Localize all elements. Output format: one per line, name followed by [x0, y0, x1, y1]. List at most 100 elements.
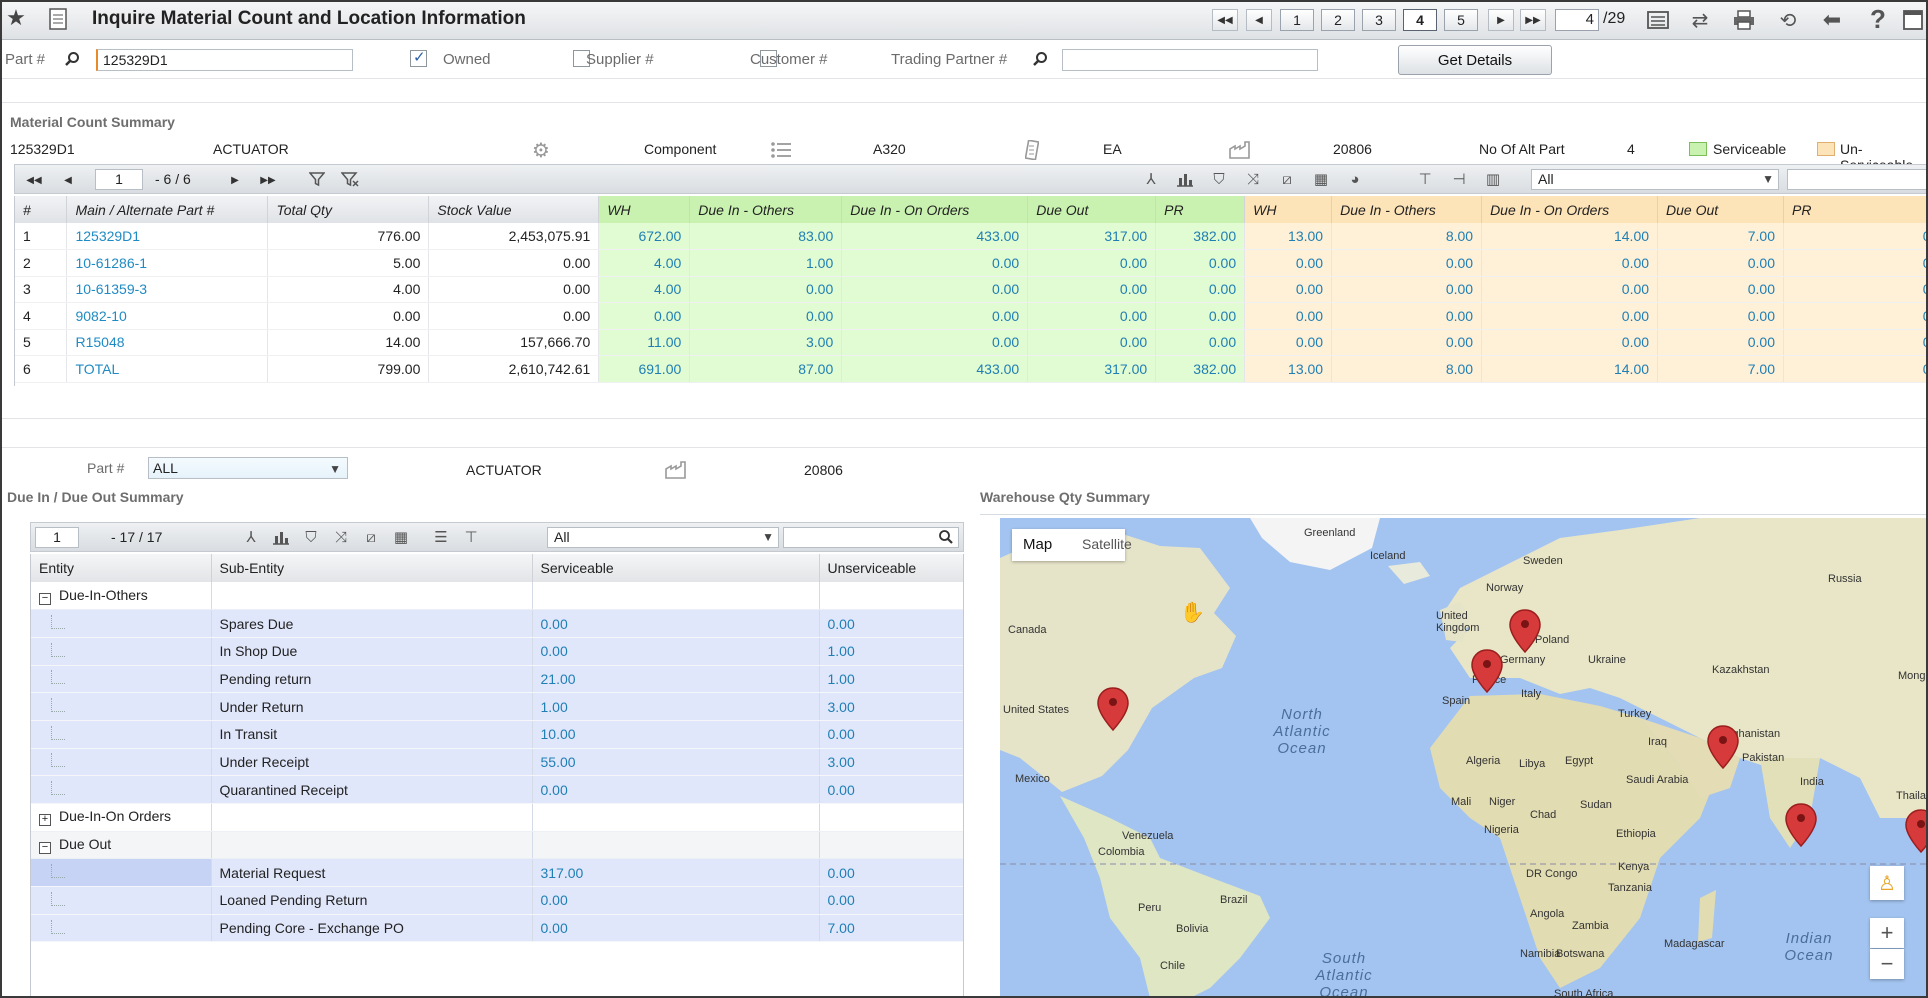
- refresh-icon[interactable]: ⟲: [1779, 9, 1797, 32]
- shield-icon[interactable]: ⛉: [305, 528, 317, 546]
- map-pin-icon[interactable]: [1706, 724, 1740, 770]
- column-header[interactable]: Due In - Others: [1331, 196, 1483, 223]
- transform-icon[interactable]: ⤨: [1246, 170, 1259, 188]
- tree-group-cell[interactable]: − Due Out: [31, 831, 212, 860]
- star-icon[interactable]: ★: [6, 5, 26, 30]
- back-arrow-icon[interactable]: ⬅: [1822, 7, 1842, 32]
- calendar-icon[interactable]: ▦: [1313, 171, 1329, 188]
- current-page-input[interactable]: 4: [1555, 9, 1599, 31]
- column-header[interactable]: Main / Alternate Part #: [66, 196, 269, 223]
- search-icon[interactable]: [63, 50, 81, 68]
- zoom-out-icon[interactable]: −: [1870, 949, 1904, 979]
- warehouse-map[interactable]: Map Satellite Greenland Iceland Sweden N…: [1000, 518, 1928, 998]
- help-icon[interactable]: ?: [1870, 3, 1886, 34]
- tree-child-row[interactable]: Under Receipt 55.00 3.00: [31, 748, 963, 777]
- shield-icon[interactable]: ⛉: [1213, 170, 1225, 188]
- page-2-button[interactable]: 2: [1321, 9, 1355, 31]
- tree-child-row[interactable]: Quarantined Receipt 0.00 0.00: [31, 775, 963, 804]
- column-header[interactable]: Serviceable: [532, 554, 820, 582]
- get-details-button[interactable]: Get Details: [1398, 45, 1552, 75]
- column-header[interactable]: #: [15, 196, 68, 223]
- pin-icon[interactable]: ⊤: [464, 529, 478, 546]
- column-header[interactable]: Unserviceable: [819, 554, 963, 582]
- column-header[interactable]: Due Out: [1657, 196, 1784, 223]
- search-icon[interactable]: [938, 529, 954, 548]
- map-pin-icon[interactable]: [1904, 808, 1928, 854]
- chevron-down-icon[interactable]: ▼: [762, 530, 774, 544]
- print-icon[interactable]: [1731, 7, 1757, 33]
- column-header[interactable]: Total Qty: [267, 196, 430, 223]
- tree-child-row[interactable]: Pending return 21.00 1.00: [31, 665, 963, 694]
- column-header[interactable]: WH: [598, 196, 691, 223]
- image-icon[interactable]: ⧄: [1282, 170, 1292, 188]
- tree-group-row[interactable]: − Due Out: [31, 831, 963, 860]
- column-header[interactable]: Entity: [31, 554, 212, 582]
- pdf-icon[interactable]: ⅄: [1146, 171, 1156, 188]
- list-view-icon[interactable]: ☰: [434, 529, 448, 546]
- part-number-link[interactable]: 10-61286-1: [66, 249, 269, 277]
- chevron-down-icon[interactable]: ▼: [1762, 172, 1774, 186]
- part-number-input[interactable]: 125329D1: [96, 49, 353, 71]
- satellite-tab[interactable]: Satellite: [1082, 536, 1132, 552]
- column-header[interactable]: Sub-Entity: [211, 554, 533, 582]
- tree-group-row[interactable]: + Due-In-On Orders: [31, 803, 963, 832]
- map-pin-icon[interactable]: [1508, 608, 1542, 654]
- tree-child-row[interactable]: Material Request 317.00 0.00: [31, 858, 963, 888]
- grid-page-input[interactable]: 1: [95, 169, 143, 190]
- pin-icon[interactable]: ⊤: [1418, 171, 1432, 188]
- table-row[interactable]: 4 9082-10 0.00 0.00 0.00 0.00 0.00 0.00 0.00 0.00…: [15, 302, 1928, 330]
- lower-part-select[interactable]: ALL ▼: [148, 457, 348, 479]
- pegman-icon[interactable]: ♙: [1870, 866, 1904, 900]
- map-pin-icon[interactable]: [1470, 648, 1504, 694]
- prev-page-button[interactable]: ◀: [1246, 9, 1272, 31]
- columns-icon[interactable]: ▥: [1485, 171, 1501, 188]
- map-pin-icon[interactable]: [1096, 686, 1130, 732]
- grid-next-button[interactable]: ▶: [231, 174, 239, 186]
- part-number-link[interactable]: 125329D1: [66, 223, 269, 250]
- column-header[interactable]: Stock Value: [428, 196, 600, 223]
- collapse-icon[interactable]: −: [39, 592, 51, 605]
- due-page-input[interactable]: 1: [35, 527, 79, 548]
- tree-child-row[interactable]: In Transit 10.00 0.00: [31, 720, 963, 749]
- filter-icon[interactable]: [305, 167, 329, 191]
- due-filter-select[interactable]: All ▼: [547, 527, 779, 548]
- list-view-icon[interactable]: [1645, 7, 1671, 33]
- owned-checkbox[interactable]: [410, 48, 427, 67]
- page-4-button[interactable]: 4: [1403, 9, 1437, 31]
- grid-filter-input[interactable]: [1787, 169, 1928, 190]
- page-1-button[interactable]: 1: [1280, 9, 1314, 31]
- supplier-checkbox[interactable]: [572, 50, 590, 67]
- tree-group-cell[interactable]: − Due-In-Others: [31, 582, 212, 611]
- tree-child-row[interactable]: Loaned Pending Return 0.00 0.00: [31, 886, 963, 915]
- table-row[interactable]: 2 10-61286-1 5.00 0.00 4.00 1.00 0.00 0.00 0.00 0…: [15, 249, 1928, 277]
- pdf-icon[interactable]: ⅄: [246, 529, 256, 546]
- expand-icon[interactable]: +: [39, 814, 51, 827]
- tree-child-row[interactable]: In Shop Due 0.00 1.00: [31, 637, 963, 666]
- column-header[interactable]: WH: [1244, 196, 1333, 223]
- customer-checkbox[interactable]: [759, 50, 777, 67]
- grid-last-button[interactable]: ▶▶: [260, 174, 276, 186]
- zoom-in-icon[interactable]: +: [1870, 918, 1904, 948]
- chart-icon[interactable]: [269, 525, 293, 549]
- column-header[interactable]: Due In - On Orders: [1481, 196, 1659, 223]
- trading-partner-input[interactable]: [1062, 49, 1318, 71]
- clear-filter-icon[interactable]: [338, 167, 362, 191]
- pie-icon[interactable]: ◕: [1350, 170, 1360, 188]
- grid-filter-select[interactable]: All ▼: [1531, 169, 1779, 190]
- table-row[interactable]: 3 10-61359-3 4.00 0.00 4.00 0.00 0.00 0.00 0.00 0…: [15, 276, 1928, 303]
- tree-child-row[interactable]: Pending Core - Exchange PO 0.00 7.00: [31, 914, 963, 943]
- trading-partner-search-icon[interactable]: [1031, 50, 1049, 68]
- chevron-down-icon[interactable]: ▼: [329, 462, 341, 476]
- tree-child-row[interactable]: Spares Due 0.00 0.00: [31, 609, 963, 638]
- grid-first-button[interactable]: ◀◀: [26, 174, 42, 186]
- tree-group-cell[interactable]: + Due-In-On Orders: [31, 803, 212, 832]
- window-icon[interactable]: [1902, 9, 1924, 31]
- grid-prev-button[interactable]: ◀: [64, 174, 72, 186]
- part-number-link[interactable]: 9082-10: [66, 302, 269, 330]
- column-header[interactable]: PR: [1783, 196, 1928, 223]
- tree-child-row[interactable]: Under Return 1.00 3.00: [31, 692, 963, 721]
- last-page-button[interactable]: ▶▶: [1520, 9, 1546, 31]
- calendar-icon[interactable]: ▦: [393, 529, 409, 546]
- collapse-icon[interactable]: −: [39, 842, 51, 855]
- column-header[interactable]: Due In - On Orders: [841, 196, 1029, 223]
